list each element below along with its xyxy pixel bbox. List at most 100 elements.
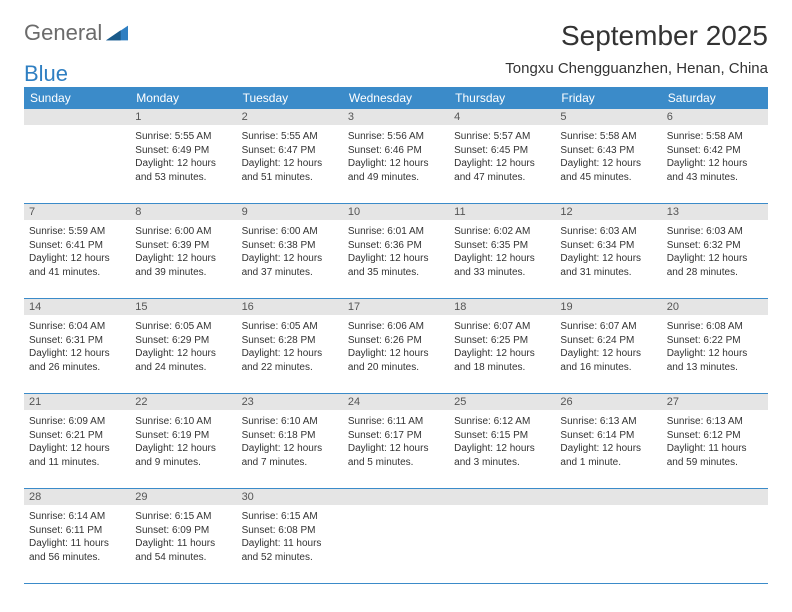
day-number <box>555 489 661 505</box>
daylight-text-2: and 56 minutes. <box>29 551 125 565</box>
day-number: 6 <box>662 109 768 125</box>
day-details: Sunrise: 6:03 AMSunset: 6:34 PMDaylight:… <box>560 225 656 279</box>
sunset-text: Sunset: 6:49 PM <box>135 144 231 158</box>
daylight-text-1: Daylight: 12 hours <box>135 442 231 456</box>
daylight-text-1: Daylight: 12 hours <box>667 157 763 171</box>
daylight-text-1: Daylight: 12 hours <box>667 252 763 266</box>
day-cell: Sunrise: 6:13 AMSunset: 6:12 PMDaylight:… <box>662 410 768 488</box>
day-cell: Sunrise: 6:14 AMSunset: 6:11 PMDaylight:… <box>24 505 130 583</box>
sunset-text: Sunset: 6:39 PM <box>135 239 231 253</box>
day-number: 17 <box>343 299 449 315</box>
daylight-text-2: and 59 minutes. <box>667 456 763 470</box>
logo-sub: Blue <box>24 61 68 87</box>
daylight-text-2: and 22 minutes. <box>242 361 338 375</box>
day-number: 18 <box>449 299 555 315</box>
day-details: Sunrise: 6:07 AMSunset: 6:24 PMDaylight:… <box>560 320 656 374</box>
sunset-text: Sunset: 6:46 PM <box>348 144 444 158</box>
logo-text-1: General <box>24 20 102 46</box>
sunset-text: Sunset: 6:35 PM <box>454 239 550 253</box>
day-cell: Sunrise: 6:15 AMSunset: 6:09 PMDaylight:… <box>130 505 236 583</box>
daylight-text-1: Daylight: 12 hours <box>454 442 550 456</box>
sunset-text: Sunset: 6:22 PM <box>667 334 763 348</box>
day-cell: Sunrise: 6:15 AMSunset: 6:08 PMDaylight:… <box>237 505 343 583</box>
day-number: 10 <box>343 204 449 220</box>
sunrise-text: Sunrise: 6:00 AM <box>135 225 231 239</box>
day-details: Sunrise: 6:01 AMSunset: 6:36 PMDaylight:… <box>348 225 444 279</box>
day-details: Sunrise: 5:55 AMSunset: 6:49 PMDaylight:… <box>135 130 231 184</box>
day-details: Sunrise: 5:57 AMSunset: 6:45 PMDaylight:… <box>454 130 550 184</box>
daylight-text-1: Daylight: 11 hours <box>667 442 763 456</box>
day-cell: Sunrise: 5:57 AMSunset: 6:45 PMDaylight:… <box>449 125 555 203</box>
daylight-text-1: Daylight: 12 hours <box>348 157 444 171</box>
day-details: Sunrise: 6:14 AMSunset: 6:11 PMDaylight:… <box>29 510 125 564</box>
day-number: 4 <box>449 109 555 125</box>
day-cell: Sunrise: 6:03 AMSunset: 6:34 PMDaylight:… <box>555 220 661 298</box>
sunrise-text: Sunrise: 5:59 AM <box>29 225 125 239</box>
day-number <box>662 489 768 505</box>
week-row: Sunrise: 6:14 AMSunset: 6:11 PM Daylight:… <box>24 505 768 584</box>
month-title: September 2025 <box>561 20 768 52</box>
weekday-header: Sunday Monday Tuesday Wednesday Thursday… <box>24 87 768 109</box>
logo-text-2: Blue <box>24 61 68 87</box>
sunset-text: Sunset: 6:21 PM <box>29 429 125 443</box>
day-number: 8 <box>130 204 236 220</box>
day-cell <box>555 505 661 583</box>
day-cell: Sunrise: 5:56 AMSunset: 6:46 PMDaylight:… <box>343 125 449 203</box>
sunset-text: Sunset: 6:15 PM <box>454 429 550 443</box>
sunrise-text: Sunrise: 5:55 AM <box>135 130 231 144</box>
sunrise-text: Sunrise: 6:14 AM <box>29 510 125 524</box>
day-number: 22 <box>130 394 236 410</box>
day-number: 21 <box>24 394 130 410</box>
day-number-row: 14151617181920 <box>24 299 768 315</box>
daylight-text-2: and 53 minutes. <box>135 171 231 185</box>
sunrise-text: Sunrise: 6:03 AM <box>560 225 656 239</box>
day-details: Sunrise: 5:59 AMSunset: 6:41 PMDaylight:… <box>29 225 125 279</box>
week-row: Sunrise: 5:55 AMSunset: 6:49 PMDaylight:… <box>24 125 768 204</box>
daylight-text-1: Daylight: 12 hours <box>454 252 550 266</box>
day-details: Sunrise: 6:02 AMSunset: 6:35 PMDaylight:… <box>454 225 550 279</box>
week-row: Sunrise: 5:59 AMSunset: 6:41 PMDaylight:… <box>24 220 768 299</box>
sunset-text: Sunset: 6:42 PM <box>667 144 763 158</box>
day-cell <box>343 505 449 583</box>
daylight-text-2: and 28 minutes. <box>667 266 763 280</box>
day-cell: Sunrise: 6:03 AMSunset: 6:32 PMDaylight:… <box>662 220 768 298</box>
weekday-tue: Tuesday <box>237 87 343 109</box>
daylight-text-2: and 43 minutes. <box>667 171 763 185</box>
day-cell <box>449 505 555 583</box>
sunset-text: Sunset: 6:11 PM <box>29 524 125 538</box>
day-details: Sunrise: 6:05 AMSunset: 6:29 PMDaylight:… <box>135 320 231 374</box>
daylight-text-2: and 54 minutes. <box>135 551 231 565</box>
day-number: 25 <box>449 394 555 410</box>
sunset-text: Sunset: 6:08 PM <box>242 524 338 538</box>
daylight-text-2: and 52 minutes. <box>242 551 338 565</box>
sunrise-text: Sunrise: 5:55 AM <box>242 130 338 144</box>
day-cell <box>662 505 768 583</box>
daylight-text-2: and 35 minutes. <box>348 266 444 280</box>
day-cell: Sunrise: 5:55 AMSunset: 6:49 PMDaylight:… <box>130 125 236 203</box>
day-details: Sunrise: 6:15 AMSunset: 6:09 PMDaylight:… <box>135 510 231 564</box>
day-cell: Sunrise: 6:04 AMSunset: 6:31 PMDaylight:… <box>24 315 130 393</box>
day-number: 16 <box>237 299 343 315</box>
day-details: Sunrise: 6:10 AMSunset: 6:19 PMDaylight:… <box>135 415 231 469</box>
daylight-text-2: and 26 minutes. <box>29 361 125 375</box>
day-number-row: 282930 <box>24 489 768 505</box>
day-number: 1 <box>130 109 236 125</box>
day-number: 3 <box>343 109 449 125</box>
week-row: Sunrise: 6:04 AMSunset: 6:31 PMDaylight:… <box>24 315 768 394</box>
day-cell: Sunrise: 6:07 AMSunset: 6:24 PMDaylight:… <box>555 315 661 393</box>
sunrise-text: Sunrise: 6:08 AM <box>667 320 763 334</box>
daylight-text-1: Daylight: 12 hours <box>454 157 550 171</box>
sunrise-text: Sunrise: 5:57 AM <box>454 130 550 144</box>
daylight-text-1: Daylight: 12 hours <box>135 347 231 361</box>
day-number: 13 <box>662 204 768 220</box>
daylight-text-2: and 1 minute. <box>560 456 656 470</box>
day-cell: Sunrise: 6:00 AMSunset: 6:38 PMDaylight:… <box>237 220 343 298</box>
day-cell: Sunrise: 6:00 AMSunset: 6:39 PMDaylight:… <box>130 220 236 298</box>
daylight-text-2: and 37 minutes. <box>242 266 338 280</box>
sunset-text: Sunset: 6:31 PM <box>29 334 125 348</box>
daylight-text-1: Daylight: 12 hours <box>29 252 125 266</box>
day-cell: Sunrise: 6:05 AMSunset: 6:28 PMDaylight:… <box>237 315 343 393</box>
daylight-text-1: Daylight: 11 hours <box>242 537 338 551</box>
day-details: Sunrise: 6:13 AMSunset: 6:12 PMDaylight:… <box>667 415 763 469</box>
sunrise-text: Sunrise: 6:05 AM <box>242 320 338 334</box>
